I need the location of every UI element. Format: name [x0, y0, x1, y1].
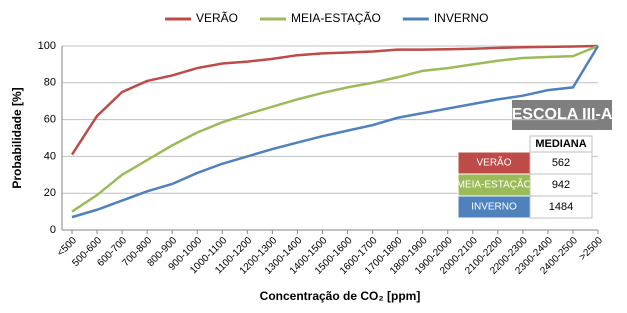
y-tick-label: 20 [44, 187, 56, 199]
y-tick-label: 80 [44, 77, 56, 89]
table-value: 1484 [549, 201, 573, 213]
legend-label: INVERNO [434, 11, 489, 25]
table-header: MEDIANA [535, 138, 586, 150]
y-tick-label: 40 [44, 150, 56, 162]
table-label: INVERNO [471, 202, 517, 213]
line-series [70, 44, 599, 156]
y-axis-label: Probabilidade [%] [10, 87, 24, 188]
y-tick-label: 60 [44, 114, 56, 126]
table-value: 562 [552, 157, 570, 169]
line-series [71, 45, 600, 219]
x-tick-label: >2500 [577, 235, 605, 263]
table-value-cell [529, 195, 593, 219]
annotation: ESCOLA III-A [512, 106, 613, 123]
annotation-box [512, 100, 612, 130]
y-tick-label: 0 [50, 224, 56, 236]
y-tick-label: 100 [38, 40, 56, 52]
table-label: VERÃO [476, 156, 511, 169]
legend-label: VERÃO [196, 11, 238, 25]
table-label: MEIA-ESTAÇÃO [457, 178, 532, 191]
table-value: 942 [552, 179, 570, 191]
x-axis-label: Concentração de CO₂ [ppm] [260, 289, 421, 303]
line-series [71, 44, 599, 213]
legend-label: MEIA-ESTAÇÃO [291, 11, 381, 25]
